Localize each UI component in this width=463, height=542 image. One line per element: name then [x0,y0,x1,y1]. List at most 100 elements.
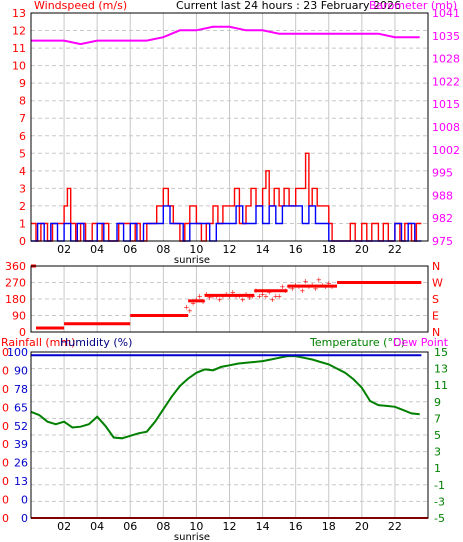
rainfall-tick-label: 0 [2,512,9,525]
temperature-humidity-panel: 00132639526578901000000000000-5-3-113579… [2,346,448,542]
y-left-tick-label: 13 [12,7,26,20]
direction-point: + [190,300,196,308]
temperature-tick-label: 9 [434,396,441,409]
rainfall-tick-label: 0 [2,364,9,377]
temperature-tick-label: 7 [434,412,441,425]
x-tick-label: 10 [189,243,203,256]
x-tick-label: 02 [57,243,71,256]
y-left-tick-label: 12 [12,25,26,38]
y-left-tick-label: 5 [19,147,26,160]
x-tick-label: 12 [223,520,237,533]
plot-frame [30,351,429,519]
y-left-tick-label: 10 [12,60,26,73]
direction-point: + [220,292,226,300]
wind-direction-panel: 090180270360NESWN+++++++++++++++++++++++… [5,260,443,339]
humidity-tick-label: 0 [21,494,28,507]
rainfall-tick-label: 0 [2,494,9,507]
temperature-tick-label: -1 [434,479,445,492]
direction-point: + [303,278,309,286]
y-left-tick-label: 11 [12,42,26,55]
y-left-tick-label: 360 [5,260,26,273]
y-right-tick-label: 975 [432,235,453,248]
plot-frame [30,265,429,333]
humidity-tick-label: 13 [14,475,28,488]
y-left-tick-label: 270 [5,277,26,290]
direction-point: + [293,281,299,289]
windspeed-title: Windspeed (m/s) [34,0,127,12]
humidity-tick-label: 39 [14,438,28,451]
x-tick-label: 16 [289,243,303,256]
x-tick-label: 22 [388,520,402,533]
direction-point: + [253,287,259,295]
direction-point: + [319,281,325,289]
direction-point: + [233,292,239,300]
direction-point: + [213,292,219,300]
y-left-tick-label: 3 [19,182,26,195]
direction-point: + [279,283,285,291]
humidity-tick-label: 90 [14,364,28,377]
y-left-tick-label: 7 [19,112,26,125]
temperature-tick-label: -3 [434,495,445,508]
direction-point: + [299,287,305,295]
direction-point: + [187,307,193,315]
wind-barometer-panel: 0123456789101112139759829889951002100810… [12,7,460,266]
dewpoint-title: Dew Point [393,336,449,349]
direction-point: + [193,296,199,304]
humidity-tick-label: 52 [14,420,28,433]
y-right-tick-label: 1008 [432,121,460,134]
x-tick-label: 08 [156,520,170,533]
humidity-title: Humidity (%) [60,336,132,349]
rainfall-tick-label: 0 [2,420,9,433]
direction-point: + [270,296,276,304]
y-left-tick-label: 4 [19,165,26,178]
rainfall-tick-label: 0 [2,438,9,451]
direction-point: + [217,296,223,304]
temperature-tick-label: -5 [434,512,445,525]
y-left-tick-label: 8 [19,95,26,108]
chart-title: Current last 24 hours : 23 February 2026 [176,0,401,12]
x-tick-label: 04 [90,520,104,533]
humidity-tick-label: 65 [14,401,28,414]
sunrise-label: sunrise [174,532,210,542]
barometer-title: Barometer (mb) [369,0,457,12]
direction-point: + [240,296,246,304]
temperature-title: Temperature (°C) [309,336,405,349]
y-right-tick-label: 1002 [432,144,460,157]
direction-point: + [223,291,229,299]
y-left-tick-label: 1 [19,217,26,230]
y-left-tick-label: 6 [19,130,26,143]
x-tick-label: 02 [57,520,71,533]
plot-frame [30,12,429,242]
y-left-tick-label: 2 [19,200,26,213]
direction-point: + [197,292,203,300]
x-tick-label: 06 [123,520,137,533]
series-barometer [31,25,420,46]
rainfall-tick-label: 0 [2,457,9,470]
compass-tick-label: E [432,310,439,323]
y-right-tick-label: 1015 [432,98,460,111]
x-tick-label: 08 [156,243,170,256]
temperature-tick-label: 13 [434,363,448,376]
direction-point: + [230,289,236,297]
rainfall-title: Rainfall (mm) [1,336,75,349]
x-tick-label: 18 [322,243,336,256]
direction-point: + [243,291,249,299]
y-right-tick-label: 1041 [432,7,460,20]
direction-point: + [207,294,213,302]
direction-point: + [309,281,315,289]
y-left-tick-label: 90 [12,310,26,323]
y-left-tick-label: 9 [19,77,26,90]
y-left-tick-label: 0 [19,326,26,339]
humidity-tick-label: 26 [14,457,28,470]
rainfall-tick-label: 0 [2,346,9,359]
y-right-tick-label: 995 [432,167,453,180]
x-tick-label: 16 [289,520,303,533]
direction-point: + [256,292,262,300]
x-tick-label: 14 [256,520,270,533]
compass-tick-label: S [432,293,439,306]
direction-point: + [227,292,233,300]
direction-point: + [203,291,209,299]
temperature-tick-label: 5 [434,429,441,442]
direction-point: + [250,292,256,300]
